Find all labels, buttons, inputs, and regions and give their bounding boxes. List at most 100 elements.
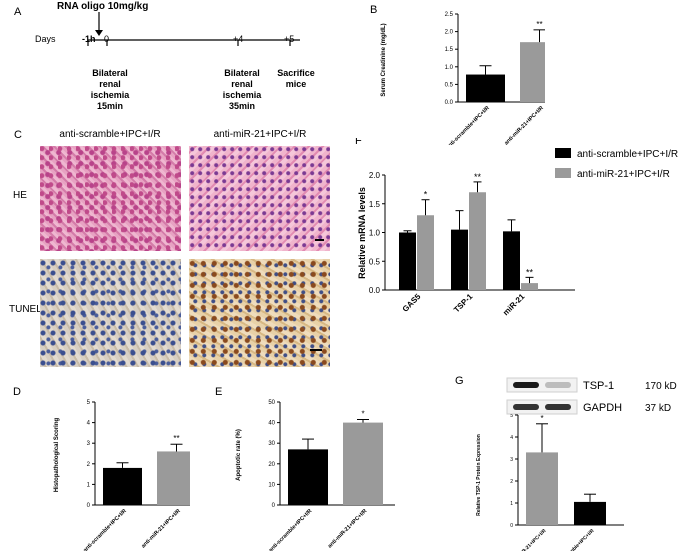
significance-mark: ** xyxy=(474,172,482,182)
panel-letter: G xyxy=(455,375,464,387)
category-label: anti-miR-21+IPC+I/R xyxy=(327,508,368,549)
col-label-anti-scramble: anti-scramble+IPC+I/R xyxy=(59,129,161,140)
y-tick-label: 40 xyxy=(268,421,275,427)
bar xyxy=(574,501,606,525)
legend-swatch xyxy=(555,148,571,158)
significance-mark: ** xyxy=(173,434,179,443)
y-tick-label: 5 xyxy=(510,413,513,419)
blot-size-label: 170 kD xyxy=(645,381,677,392)
significance-mark: ** xyxy=(526,267,534,277)
legend-label: anti-scramble+IPC+I/R xyxy=(577,149,678,160)
blot-strip xyxy=(506,399,578,415)
tick-label-0: 0 xyxy=(104,34,110,44)
bar xyxy=(503,231,520,290)
bar xyxy=(399,232,416,290)
y-tick-label: 20 xyxy=(268,462,275,468)
blot-band xyxy=(545,382,571,388)
y-tick-label: 4 xyxy=(510,435,513,441)
blot-size-label: 37 kD xyxy=(645,403,671,414)
legend-swatch xyxy=(555,168,571,178)
y-tick-label: 0.0 xyxy=(445,100,454,106)
y-tick-label: 1.5 xyxy=(369,200,381,209)
category-label: anti-miR-21+IPC+I/R xyxy=(140,508,181,549)
category-label: anti-miR-21+IPC+I/R xyxy=(509,528,547,551)
he-image-anti-mir21 xyxy=(189,146,330,251)
event-sacrifice: Sacrifice mice xyxy=(277,68,315,89)
tunel-image-anti-mir21 xyxy=(189,259,330,367)
significance-mark: * xyxy=(540,414,543,423)
y-tick-label: 5 xyxy=(87,400,91,406)
tunel-image-anti-scramble xyxy=(40,259,181,367)
y-tick-label: 0 xyxy=(510,523,513,529)
y-tick-label: 1.0 xyxy=(445,65,454,71)
blot-band-label: TSP-1 xyxy=(583,380,614,392)
bar xyxy=(451,229,468,290)
y-axis-label: Relative mRNA levels xyxy=(357,187,367,279)
blot-band xyxy=(513,382,539,388)
bar xyxy=(157,451,190,505)
he-image-anti-scramble xyxy=(40,146,181,251)
y-tick-label: 1 xyxy=(510,501,513,507)
panel-letter: F xyxy=(355,138,362,147)
category-label: miR-21 xyxy=(501,292,527,318)
y-tick-label: 3 xyxy=(510,457,513,463)
y-tick-label: 2 xyxy=(87,462,91,468)
panel-letter: D xyxy=(13,386,21,398)
bar xyxy=(103,467,142,505)
scale-bar xyxy=(310,349,322,351)
significance-mark: * xyxy=(424,190,428,200)
bar xyxy=(520,42,545,102)
y-tick-label: 0 xyxy=(87,503,91,509)
y-tick-label: 1 xyxy=(87,482,91,488)
timeline xyxy=(87,12,300,46)
y-tick-label: 4 xyxy=(87,421,91,427)
tick-label-minus1h: -1h xyxy=(82,34,96,44)
blot-band xyxy=(545,404,571,410)
y-axis-label: Histopathological Scoring xyxy=(54,417,60,492)
y-tick-label: 2 xyxy=(510,479,513,485)
bar xyxy=(469,192,486,290)
row-label-he: HE xyxy=(13,190,27,201)
category-label: anti-scramble+IPC+I/R xyxy=(268,508,314,551)
y-tick-label: 0.0 xyxy=(369,286,381,295)
row-label-tunel: TUNEL xyxy=(9,304,42,315)
y-axis-label: Relative TSP-1 Protein Expression xyxy=(476,434,482,516)
y-tick-label: 10 xyxy=(268,482,275,488)
legend-label: anti-miR-21+IPC+I/R xyxy=(577,169,670,180)
y-tick-label: 2.0 xyxy=(445,30,454,36)
panel-letter: E xyxy=(215,386,222,398)
significance-mark: * xyxy=(361,410,364,419)
y-tick-label: 0.5 xyxy=(445,82,454,88)
tick-label-plus4: +4 xyxy=(233,34,244,44)
y-axis-label: Serum Creatinine (mg/dL) xyxy=(381,23,387,96)
y-tick-label: 1.5 xyxy=(445,47,454,53)
panel-letter: B xyxy=(370,4,377,16)
category-label: GAS5 xyxy=(401,292,423,314)
y-tick-label: 2.0 xyxy=(369,171,381,180)
bar xyxy=(417,215,434,290)
category-label: anti-scramble+IPC+I/R xyxy=(554,528,596,551)
event-ischemia-35min: Bilateral renal ischemia 35min xyxy=(222,68,262,111)
chart-b: B 0.0 0.5 1.0 1.5 2.0 2.5 Serum Creatinine (mg/… xyxy=(370,4,545,145)
y-tick-label: 1.0 xyxy=(369,229,381,238)
y-tick-label: 50 xyxy=(268,400,275,406)
y-axis-label: Apoptotic rate (%) xyxy=(236,429,242,481)
chart-e: E 0 10 20 30 40 50 Apoptotic rate (%) anti-scram… xyxy=(215,386,395,551)
injection-arrowhead xyxy=(95,30,103,36)
y-tick-label: 2.5 xyxy=(445,12,454,18)
tick-label-plus5: +5 xyxy=(284,34,295,44)
significance-mark: ** xyxy=(536,20,542,29)
bar xyxy=(521,283,538,290)
category-label: TSP-1 xyxy=(452,292,475,315)
blot-strip xyxy=(506,377,578,393)
bar xyxy=(466,74,505,102)
bar xyxy=(526,452,558,525)
scale-bar xyxy=(315,239,324,241)
bar xyxy=(288,449,328,505)
panel-a-letter: A xyxy=(14,6,22,18)
chart-g: G 0 1 2 3 4 5 Relative TSP-1 Protein Expression… xyxy=(455,375,677,551)
category-label: anti-scramble+IPC+I/R xyxy=(82,508,128,551)
y-tick-label: 30 xyxy=(268,441,275,447)
treatment-label: RNA oligo 10mg/kg xyxy=(57,1,149,12)
